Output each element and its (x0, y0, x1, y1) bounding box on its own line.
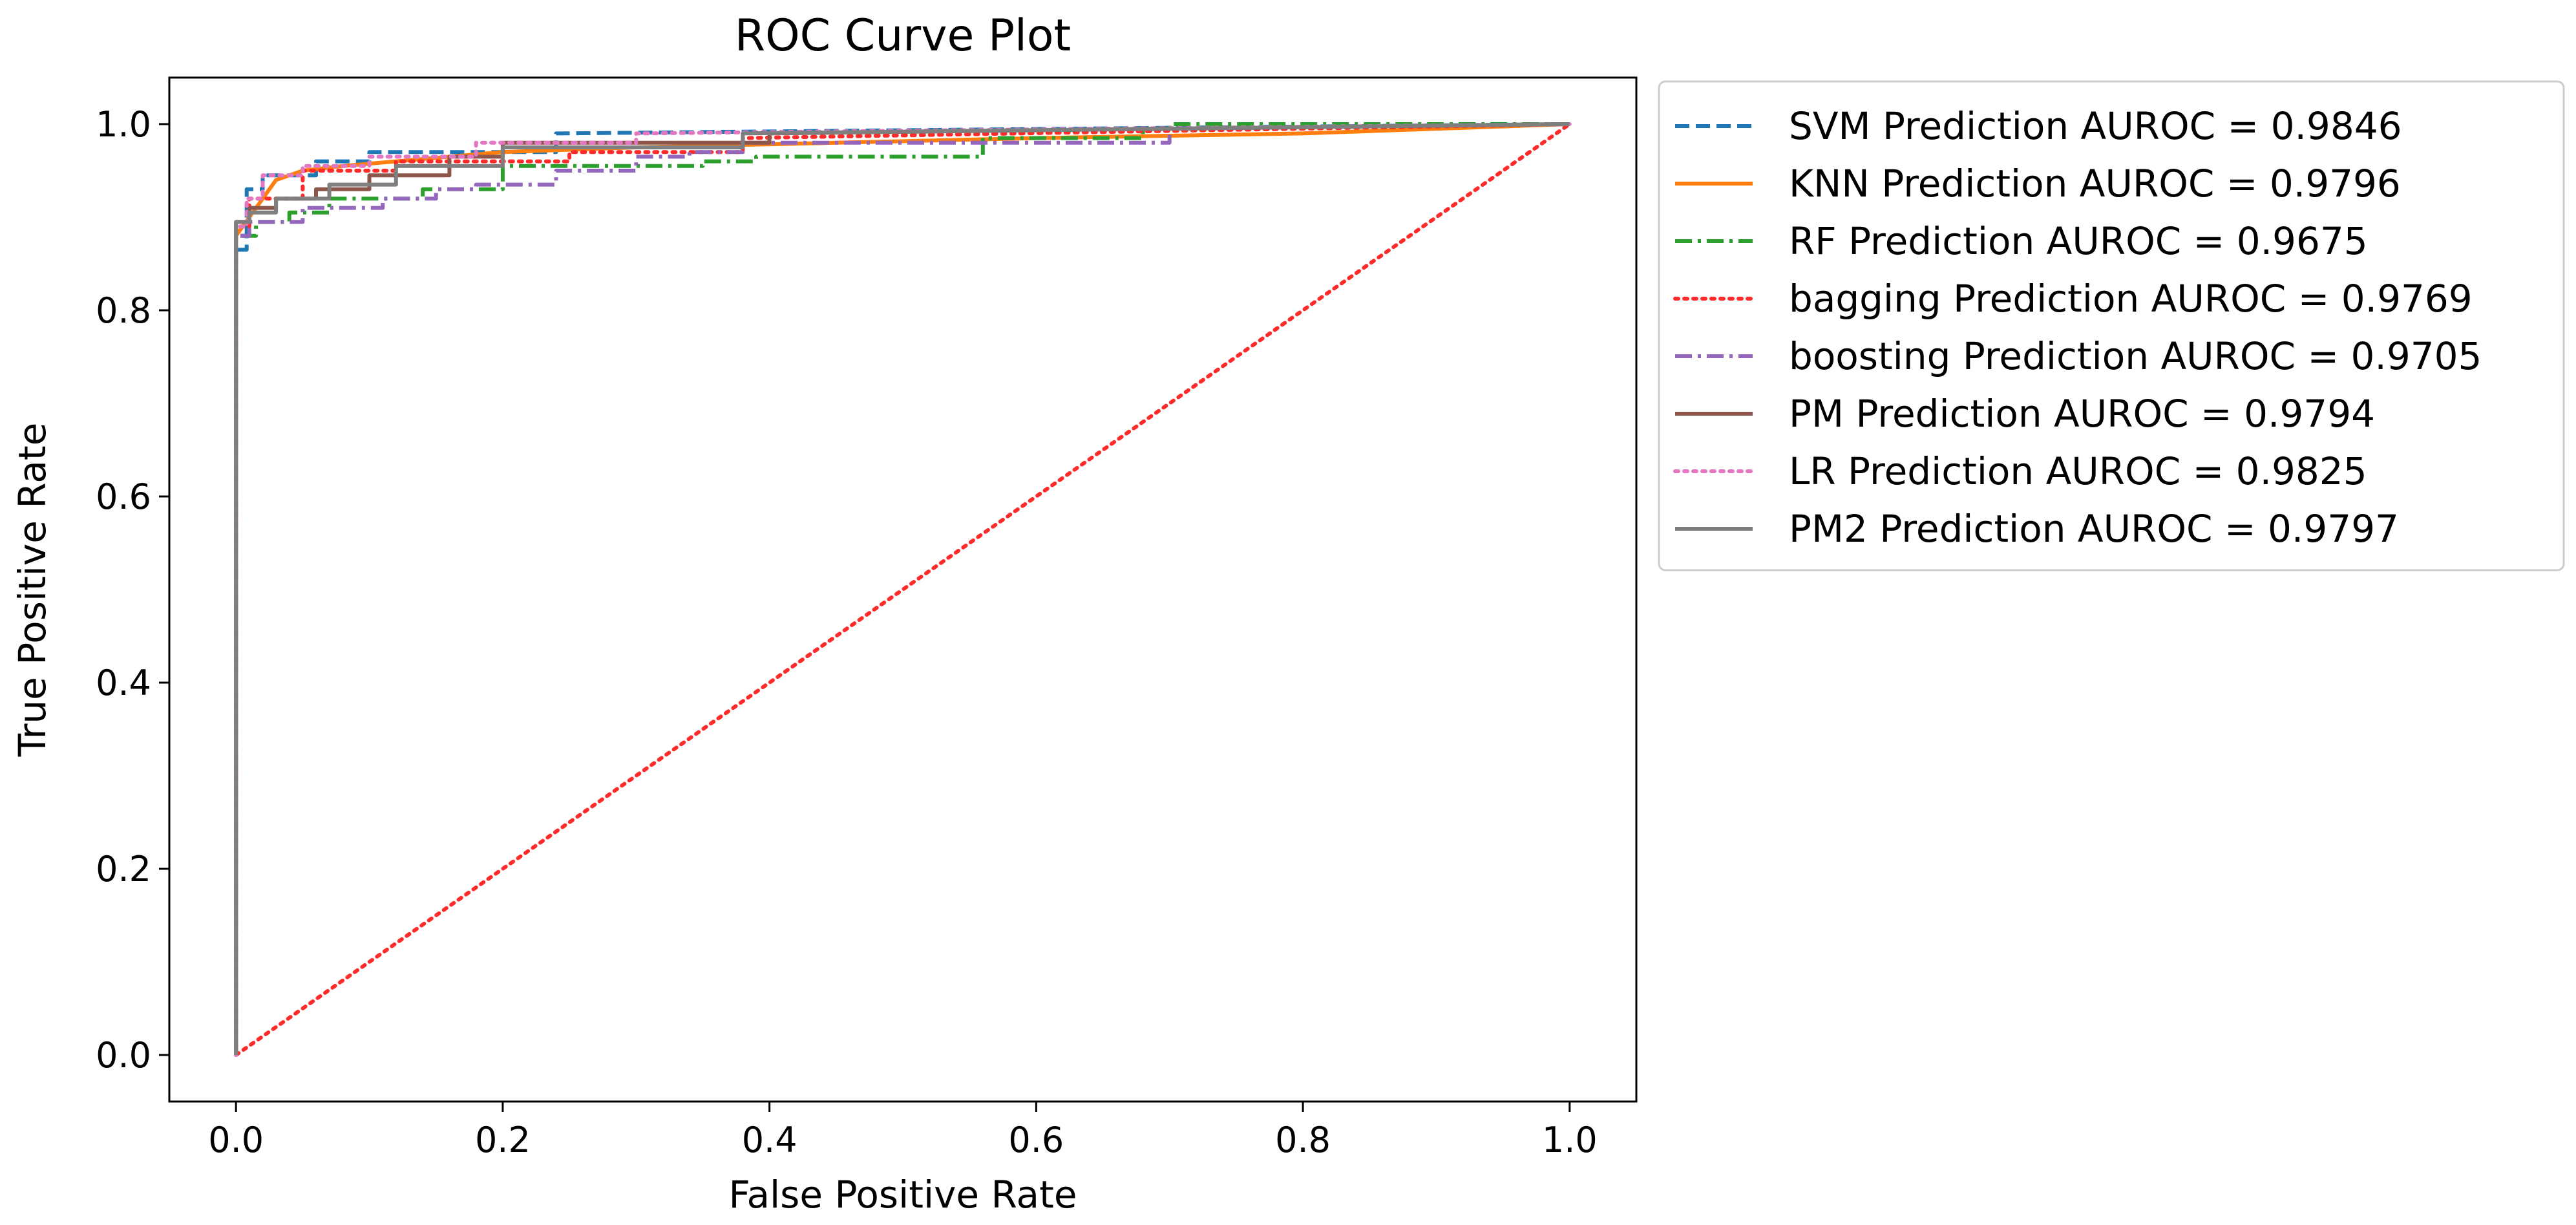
legend-label-rf: RF Prediction AUROC = 0.9675 (1789, 219, 2368, 263)
plot-frame (168, 76, 1638, 1103)
series-line-lr (234, 122, 1572, 1057)
x-tick-label: 1.0 (1542, 1120, 1598, 1160)
series-diagonal-bagging (234, 122, 1572, 1057)
series-line-pm2 (234, 122, 1570, 1055)
legend-label-pm2: PM2 Prediction AUROC = 0.9797 (1789, 507, 2399, 551)
y-axis-label: True Positive Rate (10, 423, 54, 758)
x-tick-label: 0.2 (475, 1120, 531, 1160)
x-tick-label: 0.6 (1008, 1120, 1064, 1160)
legend-label-knn: KNN Prediction AUROC = 0.9796 (1789, 162, 2401, 206)
x-tick-label: 0.8 (1275, 1120, 1331, 1160)
y-tick-label: 0.6 (96, 476, 151, 517)
x-tick-label: 0.0 (208, 1120, 264, 1160)
y-tick-label: 0.8 (96, 290, 151, 331)
legend-label-lr: LR Prediction AUROC = 0.9825 (1789, 449, 2367, 493)
legend-frame (1658, 80, 2565, 571)
y-axis: 0.0 0.2 0.4 0.6 0.8 1.0 (96, 104, 169, 1076)
y-tick-label: 1.0 (96, 104, 151, 145)
legend-label-boosting: boosting Prediction AUROC = 0.9705 (1789, 334, 2482, 378)
legend: SVM Prediction AUROC = 0.9846 KNN Predict… (1658, 80, 2565, 571)
x-axis: 0.0 0.2 0.4 0.6 0.8 1.0 (208, 1102, 1598, 1160)
y-tick-label: 0.4 (96, 663, 151, 703)
chart-title: ROC Curve Plot (735, 10, 1071, 61)
x-tick-label: 0.4 (742, 1120, 797, 1160)
legend-label-svm: SVM Prediction AUROC = 0.9846 (1789, 104, 2402, 148)
x-axis-label: False Positive Rate (728, 1173, 1077, 1217)
legend-label-pm: PM Prediction AUROC = 0.9794 (1789, 392, 2375, 436)
plot-series (234, 122, 1572, 1057)
legend-label-bagging: bagging Prediction AUROC = 0.9769 (1789, 277, 2473, 321)
y-tick-label: 0.2 (96, 849, 151, 889)
y-tick-label: 0.0 (96, 1035, 151, 1076)
series-line-boosting (234, 122, 1570, 1055)
